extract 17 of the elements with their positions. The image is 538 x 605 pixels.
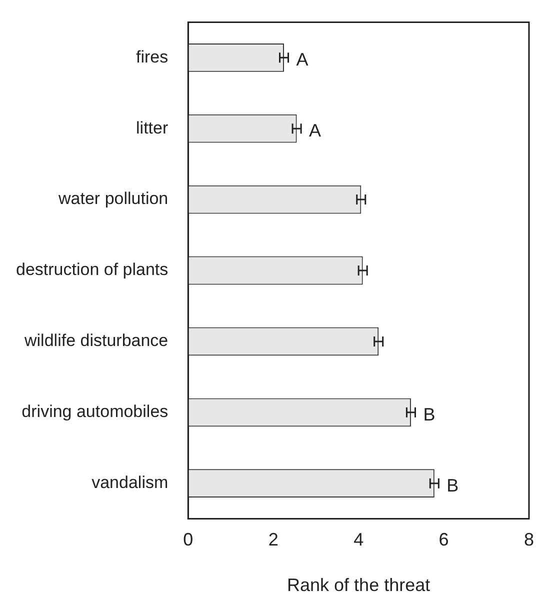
annotation: B xyxy=(446,475,459,496)
y-tick-label: water pollution xyxy=(58,189,168,208)
y-tick-label: fires xyxy=(136,47,168,66)
x-tick-label: 2 xyxy=(268,530,278,550)
y-tick-label: wildlife disturbance xyxy=(24,331,168,350)
annotation: A xyxy=(309,120,322,141)
x-tick-label: 0 xyxy=(183,530,194,550)
x-tick-label: 8 xyxy=(524,530,534,550)
y-tick-label: driving automobiles xyxy=(22,402,168,422)
y-tick-label: vandalism xyxy=(92,473,168,492)
annotation: A xyxy=(296,50,308,70)
x-axis-title: Rank of the threat xyxy=(287,575,430,596)
annotation: B xyxy=(423,404,436,424)
x-tick-label: 4 xyxy=(354,530,364,550)
x-tick-label: 6 xyxy=(438,530,449,550)
y-tick-label: destruction of plants xyxy=(16,260,168,280)
y-tick-label: litter xyxy=(136,118,168,138)
